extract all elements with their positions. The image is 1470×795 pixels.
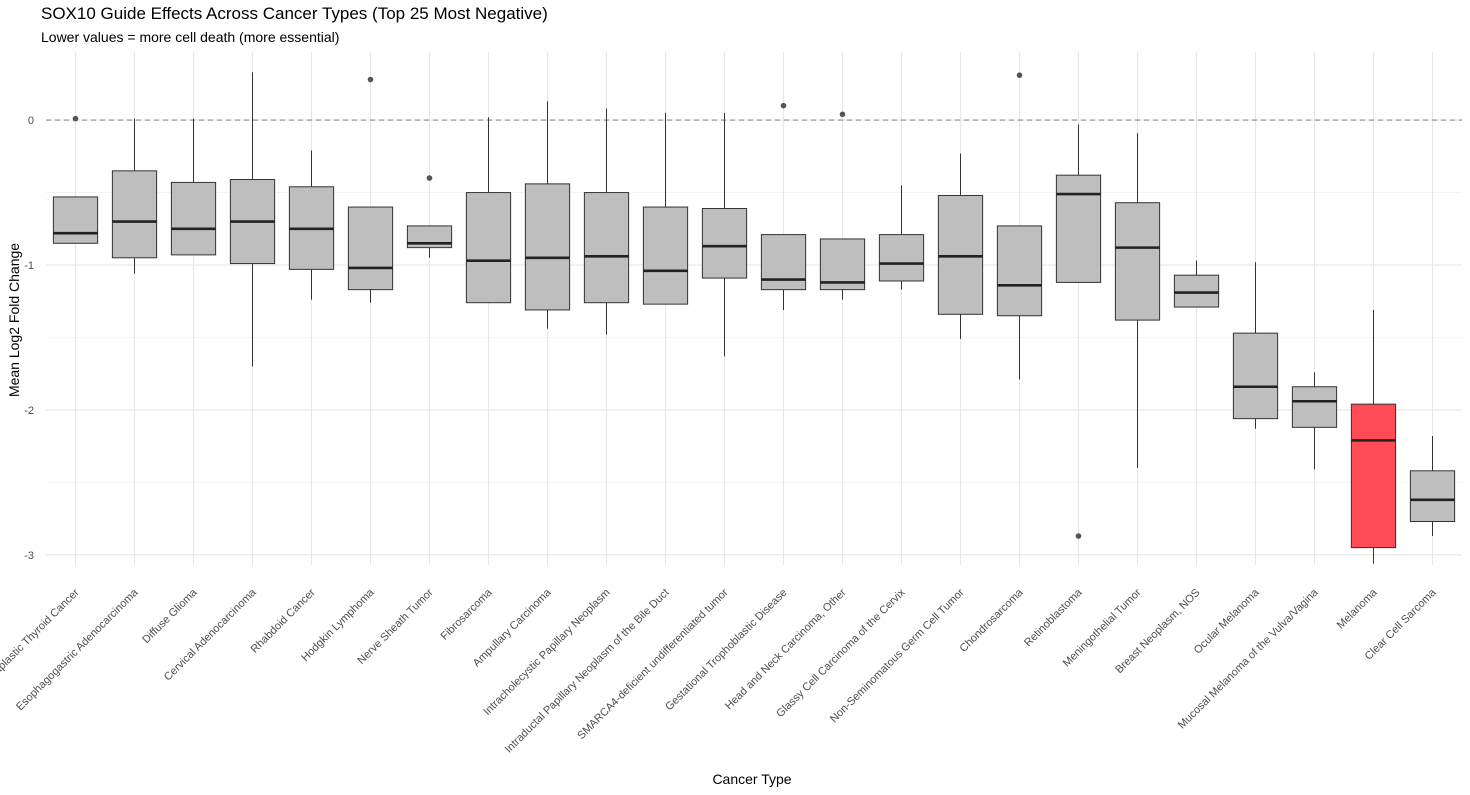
- x-tick-label: Glassy Cell Carcinoma of the Cervix: [774, 586, 908, 720]
- box-group: [1409, 436, 1456, 537]
- x-tick-label: Retinoblastoma: [1022, 586, 1085, 649]
- box-group: [1350, 309, 1397, 564]
- box-iqr: [760, 234, 807, 291]
- chart-title: SOX10 Guide Effects Across Cancer Types …: [41, 4, 548, 23]
- y-tick-label: -2: [24, 405, 34, 417]
- box-group: [288, 150, 335, 300]
- box-iqr: [347, 206, 394, 291]
- box-iqr: [701, 208, 748, 279]
- x-tick-label: Chondrosarcoma: [957, 586, 1026, 655]
- y-tick-label: -1: [24, 260, 34, 272]
- x-tick-label: Diffuse Glioma: [140, 586, 200, 646]
- box-iqr: [1350, 403, 1397, 549]
- outlier-point: [1016, 72, 1023, 78]
- x-tick-labels: Anaplastic Thyroid CancerEsophagogastric…: [0, 586, 1439, 756]
- x-axis-label: Cancer Type: [712, 771, 792, 787]
- box-group: [111, 118, 158, 274]
- box-iqr: [111, 170, 158, 259]
- boxes: [52, 72, 1456, 564]
- box-iqr: [642, 206, 689, 305]
- box-iqr: [1291, 386, 1338, 428]
- box-iqr: [1055, 174, 1102, 283]
- box-group: [583, 108, 630, 335]
- box-group: [406, 175, 453, 258]
- box-group: [996, 72, 1043, 380]
- outlier-point: [72, 115, 79, 122]
- box-group: [1291, 372, 1338, 470]
- box-iqr: [1409, 470, 1456, 523]
- box-iqr: [170, 181, 217, 256]
- box-group: [1173, 260, 1220, 308]
- outlier-point: [1075, 533, 1082, 539]
- grid-lines: [46, 52, 1462, 565]
- chart-subtitle: Lower values = more cell death (more ess…: [41, 29, 340, 45]
- box-iqr: [937, 194, 984, 315]
- x-tick-label: Anaplastic Thyroid Cancer: [0, 586, 82, 686]
- box-iqr: [524, 183, 571, 311]
- outlier-point: [367, 76, 374, 83]
- box-iqr: [1114, 202, 1161, 321]
- box-group: [52, 115, 99, 244]
- box-group: [347, 76, 394, 303]
- x-tick-label: Gestational Trophoblastic Disease: [663, 587, 790, 714]
- box-iqr: [996, 225, 1043, 317]
- outlier-point: [426, 175, 433, 181]
- box-group: [878, 185, 925, 290]
- x-tick-label: Intracholecystic Papillary Neoplasm: [481, 587, 612, 718]
- x-tick-label: Non-Seminomatous Germ Cell Tumor: [828, 586, 967, 725]
- box-iqr: [1173, 274, 1220, 308]
- box-iqr: [465, 192, 512, 304]
- box-group: [819, 111, 866, 300]
- y-tick-label: 0: [28, 115, 34, 127]
- box-iqr: [878, 234, 925, 282]
- box-group: [1114, 133, 1161, 468]
- box-group: [524, 101, 571, 329]
- x-tick-label: Head and Neck Carcinoma, Other: [723, 586, 849, 712]
- outlier-point: [780, 102, 787, 109]
- x-tick-label: Melanoma: [1335, 586, 1380, 631]
- x-tick-label: Esophagogastric Adenocarcinoma: [14, 586, 141, 713]
- box-group: [642, 112, 689, 305]
- x-tick-label: Rhabdoid Cancer: [249, 586, 318, 655]
- box-group: [1232, 262, 1279, 429]
- y-tick-labels: 0 -1 -2 -3: [24, 115, 34, 562]
- y-tick-label: -3: [24, 550, 34, 562]
- box-group: [701, 112, 748, 357]
- box-group: [170, 118, 217, 256]
- box-group: [229, 72, 276, 367]
- box-group: [937, 153, 984, 339]
- box-group: [465, 117, 512, 304]
- outlier-point: [839, 111, 846, 118]
- box-iqr: [583, 192, 630, 304]
- box-group: [760, 102, 807, 310]
- x-tick-label: Fibrosarcoma: [439, 586, 496, 643]
- box-iqr: [1232, 332, 1279, 420]
- box-group: [1055, 124, 1102, 539]
- box-iqr: [52, 196, 99, 244]
